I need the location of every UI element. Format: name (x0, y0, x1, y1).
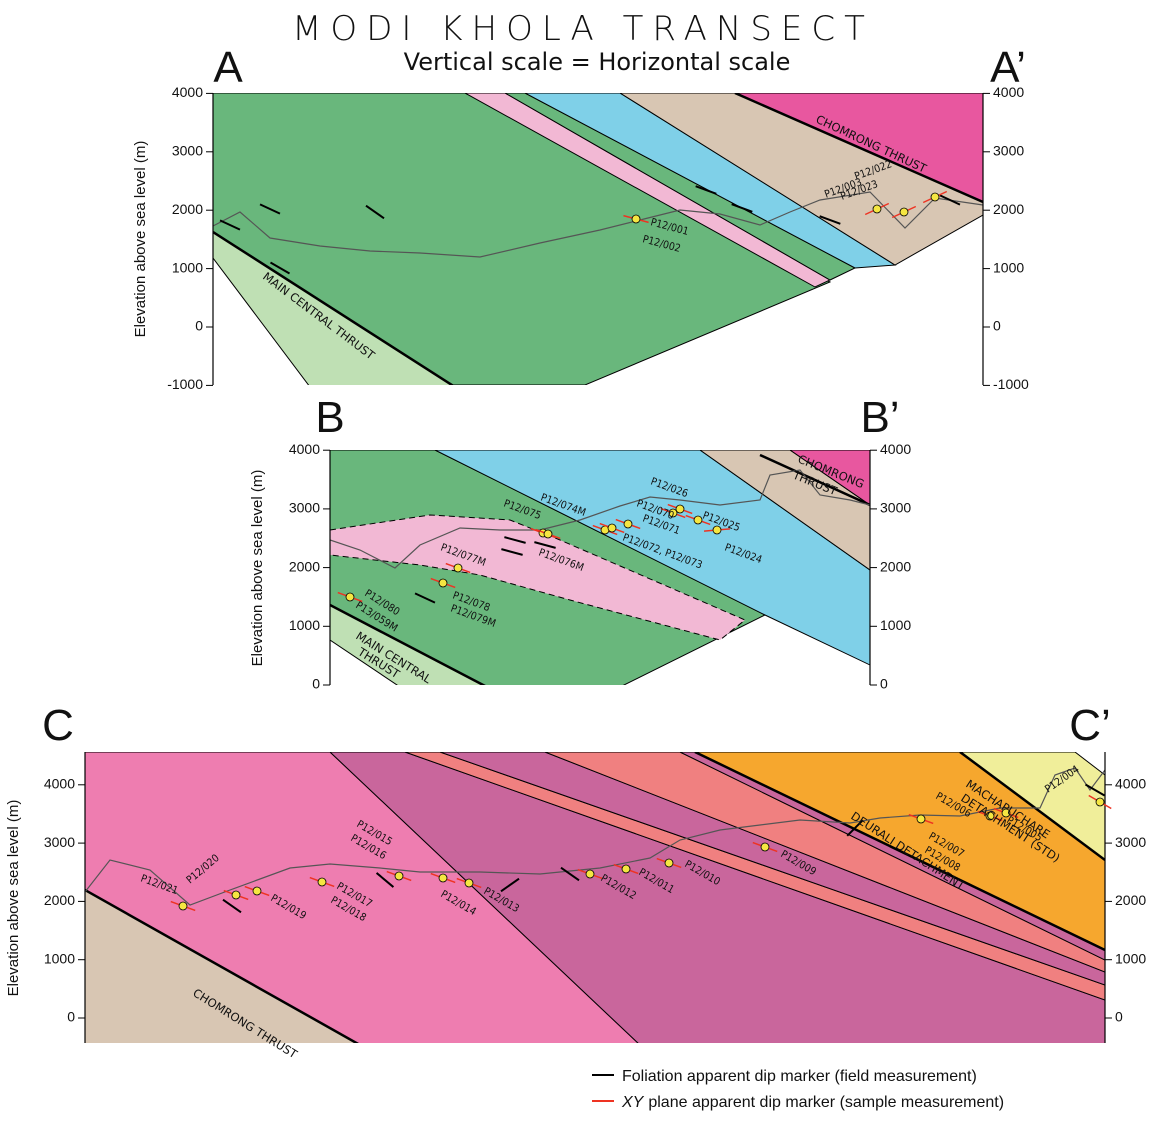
sample-point (900, 208, 908, 216)
y-tick-label: 0 (195, 318, 203, 334)
y-tick-label: 2000 (1115, 892, 1146, 908)
sample-point (439, 579, 447, 587)
y-tick-label: 3000 (880, 500, 911, 516)
y-tick-label: 2000 (880, 558, 911, 574)
section-label: A (213, 43, 243, 92)
y-tick-label: 0 (312, 676, 320, 692)
sample-point (608, 524, 616, 532)
sample-point (318, 878, 326, 886)
sample-point (586, 870, 594, 878)
y-axis-title: Elevation above sea level (m) (5, 800, 22, 997)
sample-point (1096, 798, 1104, 806)
figure: MODI KHOLA TRANSECT Vertical scale = Hor… (0, 0, 1165, 1118)
sample-point (917, 815, 925, 823)
section-label: B’ (860, 393, 899, 442)
sample-point (346, 593, 354, 601)
y-tick-label: 0 (993, 318, 1001, 334)
y-tick-label: 4000 (44, 776, 75, 792)
y-tick-label: 3000 (993, 143, 1024, 159)
sample-point (632, 215, 640, 223)
sample-point (439, 874, 447, 882)
y-tick-label: 3000 (44, 834, 75, 850)
section-label: B (315, 393, 344, 442)
y-tick-label: 1000 (880, 617, 911, 633)
section-label: C’ (1069, 701, 1111, 750)
sample-point (395, 872, 403, 880)
sample-point (622, 865, 630, 873)
sample-point (253, 887, 261, 895)
y-axis-title: Elevation above sea level (m) (249, 470, 266, 667)
y-tick-label: 1000 (44, 950, 75, 966)
y-tick-label: 2000 (44, 892, 75, 908)
y-tick-label: 0 (1115, 1009, 1123, 1025)
section-label: C (42, 701, 74, 750)
sample-point (676, 505, 684, 513)
legend-label: XYplane apparent dip marker (sample meas… (621, 1094, 1004, 1111)
sample-point (544, 530, 552, 538)
sample-point (624, 520, 632, 528)
y-tick-label: 2000 (289, 558, 320, 574)
sample-point (232, 891, 240, 899)
legend-label: Foliation apparent dip marker (field mea… (622, 1068, 977, 1085)
sample-point (761, 843, 769, 851)
y-tick-label: 4000 (1115, 776, 1146, 792)
y-tick-label: 4000 (172, 84, 203, 100)
subtitle: Vertical scale = Horizontal scale (404, 48, 791, 76)
sample-point (179, 902, 187, 910)
legend-italic: XY (621, 1094, 645, 1111)
page: {"title": "MODI KHOLA TRANSECT", "subtit… (0, 0, 1165, 1118)
sample-point (873, 205, 881, 213)
y-tick-label: -1000 (993, 376, 1029, 392)
title: MODI KHOLA TRANSECT (292, 9, 874, 49)
y-axis-title: Elevation above sea level (m) (132, 141, 149, 338)
section-b-geology (330, 450, 870, 687)
sample-point (454, 564, 462, 572)
sample-point (665, 859, 673, 867)
y-tick-label: 3000 (172, 143, 203, 159)
y-tick-label: 3000 (1115, 834, 1146, 850)
y-tick-label: 0 (67, 1009, 75, 1025)
y-tick-label: 2000 (172, 201, 203, 217)
section-label: A’ (990, 43, 1026, 92)
y-tick-label: 1000 (993, 259, 1024, 275)
sample-point (465, 879, 473, 887)
y-tick-label: -1000 (167, 376, 203, 392)
y-tick-label: 4000 (289, 441, 320, 457)
y-tick-label: 1000 (289, 617, 320, 633)
y-tick-label: 3000 (289, 500, 320, 516)
y-tick-label: 1000 (172, 259, 203, 275)
y-tick-label: 0 (880, 676, 888, 692)
sample-point (931, 193, 939, 201)
y-tick-label: 2000 (993, 201, 1024, 217)
legend-text: plane apparent dip marker (sample measur… (648, 1094, 1004, 1111)
y-tick-label: 4000 (880, 441, 911, 457)
y-tick-label: 1000 (1115, 950, 1146, 966)
